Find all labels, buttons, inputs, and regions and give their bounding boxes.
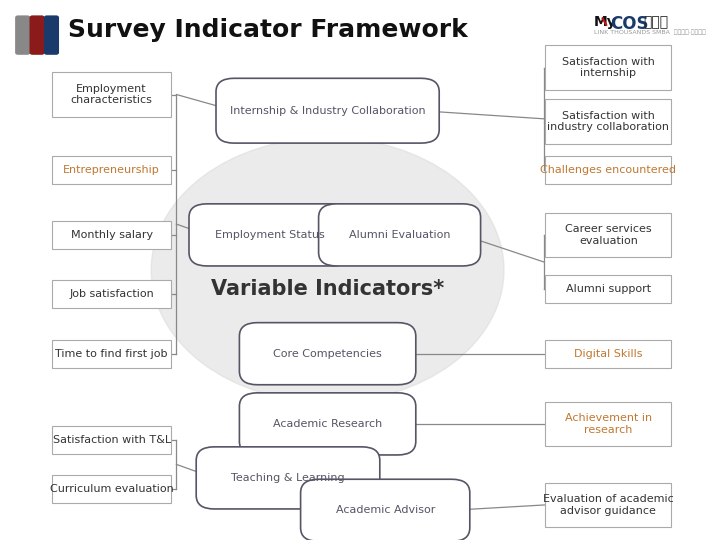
FancyBboxPatch shape [52, 72, 171, 117]
FancyBboxPatch shape [15, 15, 30, 55]
Text: Job satisfaction: Job satisfaction [69, 289, 154, 299]
Text: Alumni Evaluation: Alumni Evaluation [349, 230, 450, 240]
FancyBboxPatch shape [546, 45, 671, 90]
Text: Academic Advisor: Academic Advisor [336, 505, 435, 515]
FancyBboxPatch shape [52, 340, 171, 368]
FancyBboxPatch shape [239, 322, 416, 384]
Text: Academic Research: Academic Research [273, 419, 382, 429]
FancyBboxPatch shape [189, 204, 351, 266]
Text: Evaluation of academic
advisor guidance: Evaluation of academic advisor guidance [543, 494, 674, 516]
FancyBboxPatch shape [546, 275, 671, 303]
Text: Employment
characteristics: Employment characteristics [71, 84, 153, 105]
Text: Survey Indicator Framework: Survey Indicator Framework [68, 18, 468, 42]
FancyBboxPatch shape [52, 156, 171, 184]
FancyBboxPatch shape [546, 99, 671, 144]
FancyBboxPatch shape [239, 393, 416, 455]
Text: Achievement in
research: Achievement in research [564, 413, 652, 435]
FancyBboxPatch shape [546, 483, 671, 527]
Text: Teaching & Learning: Teaching & Learning [231, 473, 345, 483]
FancyBboxPatch shape [546, 402, 671, 446]
Text: Entrepreneurship: Entrepreneurship [63, 165, 160, 175]
Text: COS: COS [610, 15, 648, 33]
Text: Career services
evaluation: Career services evaluation [565, 224, 652, 246]
FancyBboxPatch shape [52, 280, 171, 308]
Text: Satisfaction with
internship: Satisfaction with internship [562, 57, 654, 78]
FancyBboxPatch shape [546, 213, 671, 257]
Text: Core Competencies: Core Competencies [273, 349, 382, 359]
Text: LINK THOUSANDS SMBA  百里麦育·人上需思: LINK THOUSANDS SMBA 百里麦育·人上需思 [594, 30, 706, 35]
Text: 麦可思: 麦可思 [643, 15, 668, 29]
Text: Internship & Industry Collaboration: Internship & Industry Collaboration [230, 106, 426, 116]
FancyBboxPatch shape [546, 340, 671, 368]
FancyBboxPatch shape [546, 156, 671, 184]
FancyBboxPatch shape [52, 221, 171, 249]
Circle shape [151, 138, 504, 402]
FancyBboxPatch shape [301, 480, 469, 540]
Text: Alumni support: Alumni support [566, 284, 651, 294]
FancyBboxPatch shape [196, 447, 380, 509]
Text: Time to find first job: Time to find first job [55, 349, 168, 359]
Text: Digital Skills: Digital Skills [574, 349, 643, 359]
Text: Monthly salary: Monthly salary [71, 230, 153, 240]
FancyBboxPatch shape [30, 15, 45, 55]
Text: Challenges encountered: Challenges encountered [541, 165, 676, 175]
FancyBboxPatch shape [44, 15, 59, 55]
Text: Curriculum evaluation: Curriculum evaluation [50, 484, 174, 494]
Text: Employment Status: Employment Status [215, 230, 325, 240]
FancyBboxPatch shape [52, 426, 171, 454]
Text: My: My [594, 15, 617, 29]
Text: Satisfaction with T&L: Satisfaction with T&L [53, 435, 171, 445]
FancyBboxPatch shape [216, 78, 439, 143]
FancyBboxPatch shape [319, 204, 481, 266]
Text: Satisfaction with
industry collaboration: Satisfaction with industry collaboration [547, 111, 670, 132]
Text: Variable Indicators*: Variable Indicators* [211, 279, 444, 299]
FancyBboxPatch shape [52, 475, 171, 503]
